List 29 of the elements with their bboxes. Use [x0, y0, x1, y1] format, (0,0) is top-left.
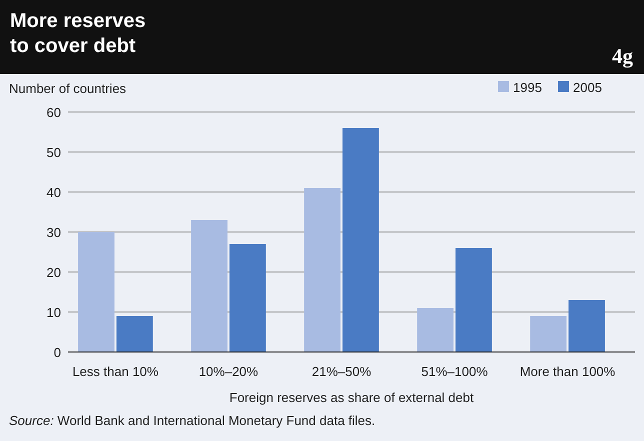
legend-label: 2005	[573, 80, 602, 95]
x-tick-label: More than 100%	[520, 364, 616, 379]
bar	[530, 316, 567, 352]
chart-title: More reserves to cover debt	[10, 10, 146, 57]
y-axis-title: Number of countries	[9, 81, 127, 96]
y-tick-label: 10	[46, 305, 61, 320]
text: 4g	[612, 44, 634, 68]
bar	[456, 248, 492, 352]
y-tick-label: 50	[46, 145, 61, 160]
bar	[568, 300, 605, 352]
x-tick-label: 51%–100%	[421, 364, 488, 379]
legend-label: 1995	[513, 80, 542, 95]
bar	[342, 128, 379, 352]
x-tick-label: Less than 10%	[72, 364, 159, 379]
bar	[78, 232, 114, 352]
bar	[191, 220, 228, 352]
y-tick-label: 0	[54, 345, 61, 360]
x-tick-label: 21%–50%	[312, 364, 372, 379]
x-tick-label: 10%–20%	[198, 364, 259, 379]
source-note: Source: World Bank and International Monetary Fund data files.	[9, 413, 376, 428]
y-tick-label: 20	[46, 265, 61, 280]
bar	[417, 308, 454, 352]
bar	[229, 244, 266, 352]
bar	[116, 316, 153, 352]
x-axis-title: Foreign reserves as share of external debt	[229, 390, 474, 405]
y-tick-label: 60	[46, 105, 61, 120]
y-tick-label: 40	[46, 185, 61, 200]
y-tick-label: 30	[46, 225, 61, 240]
bar	[304, 188, 340, 352]
